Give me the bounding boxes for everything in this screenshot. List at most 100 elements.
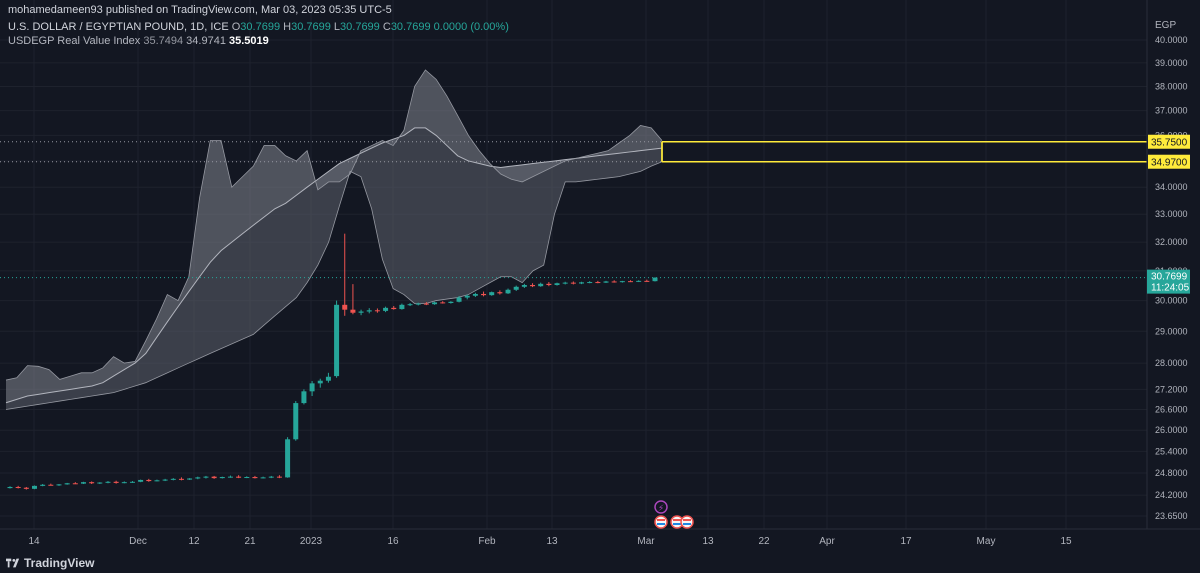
candle-body [358,311,364,313]
price-tick-label: 28.0000 [1155,358,1188,368]
indicator-legend[interactable]: USDEGP Real Value Index 35.7494 34.9741 … [8,35,269,47]
price-tick-label: 24.8000 [1155,468,1188,478]
candle-body [530,285,536,287]
candle-body [546,283,552,286]
candle-body [399,304,405,310]
high-label: H [283,21,292,33]
price-tick-label: 32.0000 [1155,237,1188,247]
candle-body [325,376,331,381]
us-flag-stripe [673,519,681,521]
time-tick-label: 2023 [300,536,323,547]
footer-bar: TradingView [0,551,1200,573]
price-tick-label: 38.0000 [1155,81,1188,91]
candle-body [423,303,429,305]
candle-body [448,301,454,303]
event-markers[interactable]: ⚡ [654,500,694,529]
band-mid-line [5,127,663,404]
candle-body [562,282,568,284]
time-tick-label: Mar [637,536,655,547]
publisher-line: mohamedameen93 published on TradingView.… [8,4,392,16]
candle-body [595,282,601,284]
time-tick-label: Apr [819,536,835,547]
candle-body [105,481,111,483]
us-flag-stripe [683,519,691,521]
last-price-tag [1147,269,1190,294]
close-value: 30.7699 [390,21,431,33]
candle-body [31,485,37,489]
price-levels [0,140,1147,163]
time-tick-label: May [977,536,996,547]
real-value-band [5,69,663,410]
symbol-legend[interactable]: U.S. DOLLAR / EGYPTIAN POUND, 1D, ICE O3… [8,21,509,33]
price-tick-label: 33.0000 [1155,209,1188,219]
open-value: 30.7699 [240,21,281,33]
level-tag-label: 34.9700 [1151,158,1188,169]
candle-body [236,476,242,478]
time-tick-label: 21 [244,536,256,547]
currency-label: EGP [1155,20,1176,31]
tradingview-brand: TradingView [24,556,95,570]
candle-body [366,310,372,312]
candle-body [407,304,413,306]
level-tag-label: 35.7500 [1151,138,1188,149]
us-flag-stripe [673,523,681,525]
candle-body [415,303,421,305]
candle-body [603,281,609,283]
time-tick-label: Feb [478,536,496,547]
candle-body [97,482,103,484]
candle-body [350,309,356,313]
candle-body [146,479,152,482]
countdown-label: 11:24:05 [1151,283,1190,294]
candle-body [481,293,487,296]
candle-body [636,280,642,282]
price-tick-label: 26.6000 [1155,405,1188,415]
time-axis-bg [0,529,1200,551]
candle-body [456,297,462,302]
time-tick-label: 12 [188,536,200,547]
low-value: 30.7699 [340,21,380,33]
tradingview-logo[interactable]: TradingView [6,556,94,570]
candle-body [554,283,560,286]
candle-body [383,307,389,311]
candle-body [48,484,54,486]
last-price-label: 30.7699 [1151,272,1188,283]
us-flag-icon [680,515,694,529]
price-axis[interactable]: EGP40.000039.000038.000037.000036.000035… [1146,0,1200,551]
price-tick-label: 24.2000 [1155,490,1188,500]
candle-body [40,484,46,486]
time-tick-label: Dec [129,536,147,547]
candle-body [440,302,446,304]
candle-body [497,292,503,294]
price-tick-label: 39.0000 [1155,58,1188,68]
close-label: C [382,21,391,33]
candle-body [342,304,348,310]
candle-body [489,292,495,296]
band-lower-line [5,161,663,410]
time-tick-label: 17 [900,536,912,547]
time-tick-label: 13 [702,536,714,547]
candle-body [644,280,650,282]
candle-body [268,476,274,478]
low-label: L [333,21,341,33]
candle-body [619,281,625,283]
lightning-glyph: ⚡ [658,504,664,514]
candle-body [195,477,201,479]
price-tick-label: 40.0000 [1155,35,1188,45]
candle-body [154,480,160,482]
high-value: 30.7699 [291,21,331,33]
candle-body [432,302,438,305]
time-axis[interactable]: 14 Dec 12 21 2023 16 Feb 13 Mar 13 22 Apr 17 May 15 [0,528,1200,551]
us-flag-stripe [657,523,665,525]
candles [7,233,658,490]
candle-body [628,281,634,283]
indicator-value-2: 34.9741 [186,35,226,47]
candle-body [23,487,29,489]
time-tick-label: 16 [387,536,399,547]
candle-body [317,380,323,384]
candle-body [374,310,380,312]
time-tick-label: 15 [1060,536,1072,547]
price-tick-label: 29.0000 [1155,326,1188,336]
time-tick-label: 13 [546,536,558,547]
us-flag-stripe [657,519,665,521]
